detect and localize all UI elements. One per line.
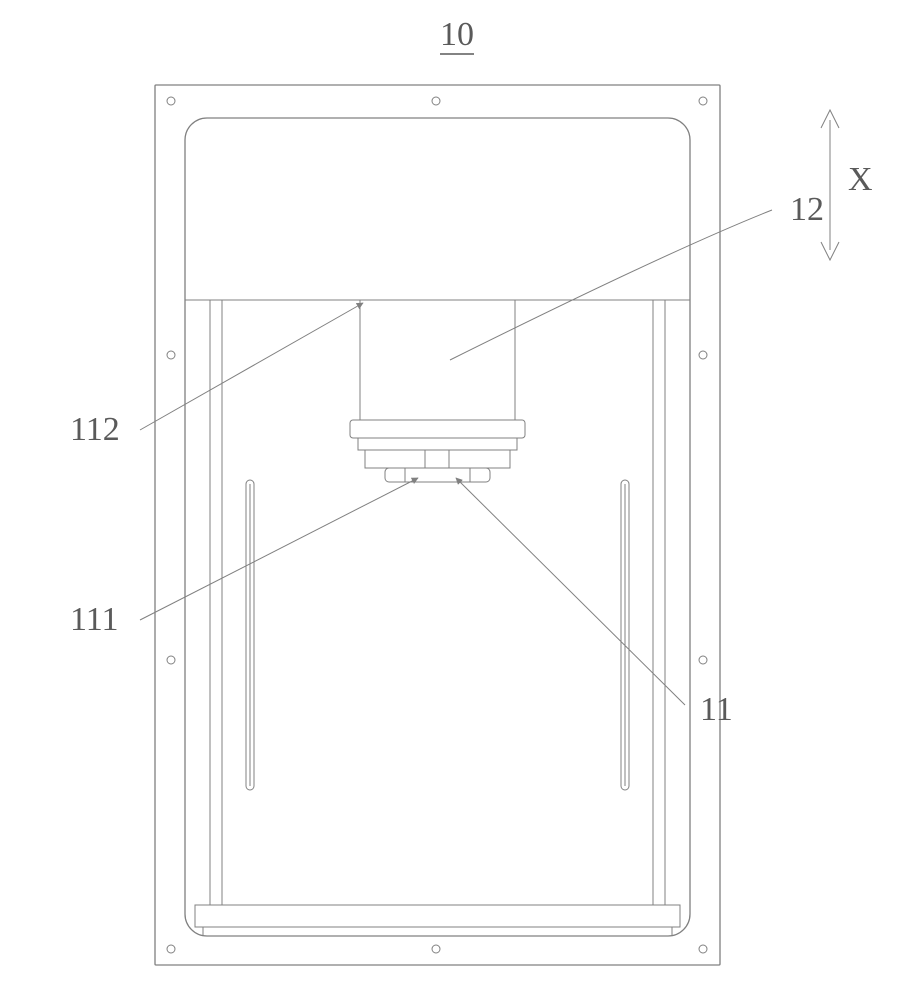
ring-2 — [365, 450, 510, 468]
screw-hole — [432, 945, 440, 953]
leader-112 — [140, 303, 363, 430]
label-112: 112 — [70, 411, 120, 448]
label-10: 10 — [440, 16, 474, 53]
screw-hole — [432, 97, 440, 105]
screw-hole — [167, 945, 175, 953]
screw-hole — [699, 656, 707, 664]
collar — [350, 420, 525, 438]
label-x: X — [848, 161, 873, 198]
label-111: 111 — [70, 601, 118, 638]
leader-11 — [456, 478, 685, 705]
ring-1 — [358, 438, 517, 450]
bottom-lip — [195, 905, 680, 927]
label-12: 12 — [790, 191, 824, 228]
screw-hole — [167, 656, 175, 664]
leader-12 — [450, 210, 772, 360]
leader-111 — [140, 478, 418, 620]
outer-plate — [155, 85, 720, 965]
screw-hole — [699, 351, 707, 359]
inner-panel — [185, 118, 690, 936]
center-block — [360, 300, 515, 420]
screw-hole — [699, 945, 707, 953]
screw-hole — [167, 97, 175, 105]
screw-hole — [699, 97, 707, 105]
label-11: 11 — [700, 691, 733, 728]
screw-hole — [167, 351, 175, 359]
foot — [385, 468, 490, 482]
